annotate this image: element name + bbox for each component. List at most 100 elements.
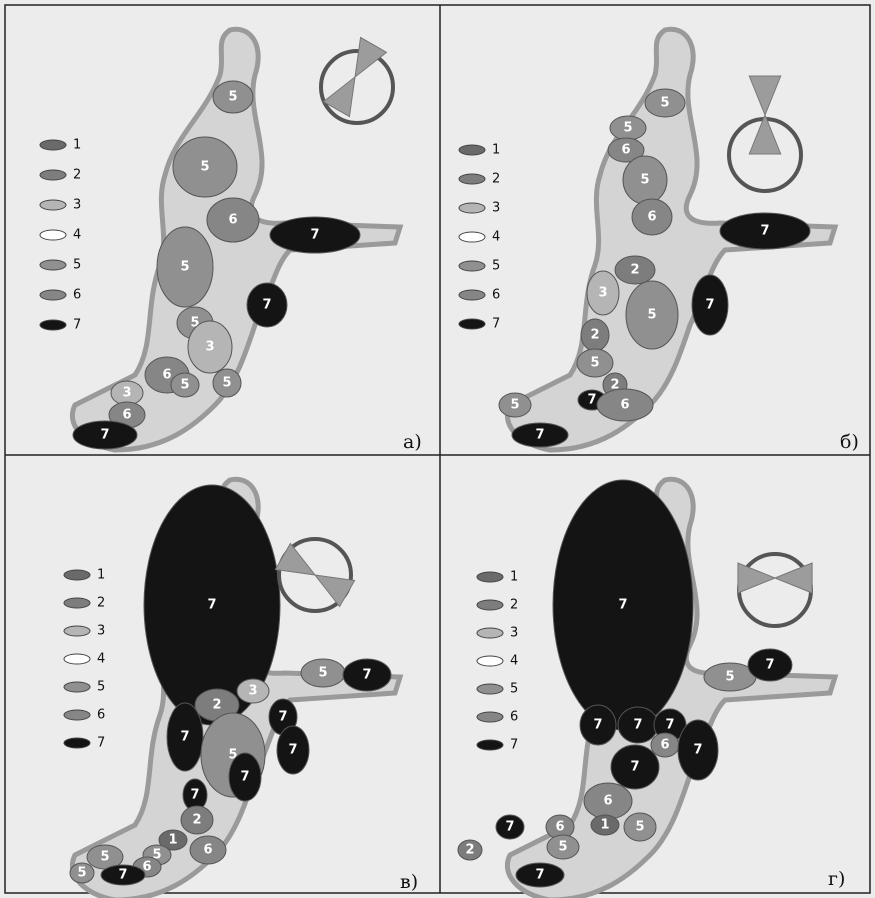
zone-label: 7 (310, 228, 319, 243)
zone-label: 5 (510, 398, 519, 413)
zone-label: 7 (593, 718, 602, 733)
legend-label: 6 (510, 710, 518, 725)
zone-label: 7 (693, 743, 702, 758)
zone-label: 2 (590, 328, 599, 343)
legend-label: 6 (73, 288, 81, 303)
zone-label: 7 (190, 788, 199, 803)
legend-swatch (40, 260, 66, 270)
zone-label: 5 (228, 90, 237, 105)
legend-swatch (64, 626, 90, 636)
zone-label: 2 (212, 698, 221, 713)
figure: 556757536553671234567а)55656723752527657… (0, 0, 875, 898)
legend-swatch (64, 710, 90, 720)
legend-swatch (477, 656, 503, 666)
zone-label: 7 (535, 428, 544, 443)
zone-label: 7 (765, 658, 774, 673)
legend-swatch (459, 232, 485, 242)
zone-label: 5 (640, 173, 649, 188)
zone-label: 5 (180, 260, 189, 275)
zone-label: 5 (77, 866, 86, 881)
zone-label: 2 (630, 263, 639, 278)
legend-label: 5 (73, 258, 81, 273)
legend-label: 3 (97, 624, 105, 639)
panel-label: г) (828, 868, 845, 890)
zone-label: 7 (630, 760, 639, 775)
zone-label: 6 (620, 398, 629, 413)
legend-swatch (64, 682, 90, 692)
panel-label: а) (403, 431, 422, 453)
legend-swatch (459, 174, 485, 184)
zone-label: 2 (192, 813, 201, 828)
legend-swatch (459, 261, 485, 271)
legend-label: 2 (492, 172, 500, 187)
zone-label: 1 (600, 818, 609, 833)
zone-label: 7 (180, 730, 189, 745)
legend-label: 7 (97, 736, 105, 751)
zone-label: 1 (168, 833, 177, 848)
legend-swatch (459, 145, 485, 155)
legend-label: 2 (73, 168, 81, 183)
zone-label: 5 (558, 840, 567, 855)
legend-swatch (40, 170, 66, 180)
zone-label: 7 (278, 710, 287, 725)
legend-label: 3 (492, 201, 500, 216)
zone-label: 6 (603, 794, 612, 809)
zone-label: 5 (660, 96, 669, 111)
panel-label: в) (400, 871, 418, 893)
zone-label: 5 (222, 376, 231, 391)
legend-swatch (40, 230, 66, 240)
zone-label: 7 (760, 224, 769, 239)
legend-swatch (477, 740, 503, 750)
panel-label: б) (840, 431, 859, 453)
zone-label: 6 (122, 408, 131, 423)
legend-swatch (459, 319, 485, 329)
legend-swatch (40, 200, 66, 210)
legend-label: 7 (73, 318, 81, 333)
zone-label: 5 (725, 670, 734, 685)
zone-label: 5 (623, 121, 632, 136)
legend-swatch (477, 572, 503, 582)
zone-label: 7 (240, 770, 249, 785)
zone-label: 3 (205, 340, 214, 355)
legend-label: 2 (510, 598, 518, 613)
legend-label: 4 (73, 228, 81, 243)
legend-swatch (459, 203, 485, 213)
zone-label: 5 (200, 160, 209, 175)
zone-label: 7 (118, 868, 127, 883)
legend-swatch (64, 570, 90, 580)
legend-swatch (40, 290, 66, 300)
legend-label: 4 (492, 230, 500, 245)
zone-label: 7 (288, 743, 297, 758)
legend-label: 6 (492, 288, 500, 303)
zone-label: 7 (505, 820, 514, 835)
legend-label: 2 (97, 596, 105, 611)
zone-label: 5 (647, 308, 656, 323)
zone-label: 6 (228, 213, 237, 228)
legend-swatch (64, 598, 90, 608)
legend-label: 1 (510, 570, 518, 585)
zone-label: 6 (203, 843, 212, 858)
legend-swatch (459, 290, 485, 300)
legend-label: 1 (97, 568, 105, 583)
zone-label: 5 (318, 666, 327, 681)
zone-label: 7 (633, 718, 642, 733)
legend-swatch (40, 140, 66, 150)
legend-label: 1 (73, 138, 81, 153)
zone-label: 5 (590, 356, 599, 371)
zone-label: 5 (180, 378, 189, 393)
legend-swatch (64, 738, 90, 748)
zone-label: 7 (705, 298, 714, 313)
zone-label: 6 (647, 210, 656, 225)
zone-label: 7 (665, 718, 674, 733)
legend-label: 5 (492, 259, 500, 274)
legend-swatch (477, 684, 503, 694)
zone-label: 6 (162, 368, 171, 383)
legend-label: 7 (510, 738, 518, 753)
zone-label: 5 (100, 850, 109, 865)
zone-label: 5 (635, 820, 644, 835)
legend-label: 5 (97, 680, 105, 695)
zone-label: 7 (618, 598, 627, 613)
legend-label: 3 (510, 626, 518, 641)
zone-label: 6 (660, 738, 669, 753)
zone-label: 2 (465, 843, 474, 858)
